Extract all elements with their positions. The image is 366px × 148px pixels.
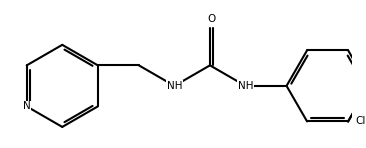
Text: Cl: Cl — [356, 116, 366, 126]
Text: NH: NH — [238, 81, 253, 91]
Text: NH: NH — [167, 81, 182, 91]
Text: N: N — [23, 101, 31, 111]
Text: O: O — [207, 14, 215, 24]
